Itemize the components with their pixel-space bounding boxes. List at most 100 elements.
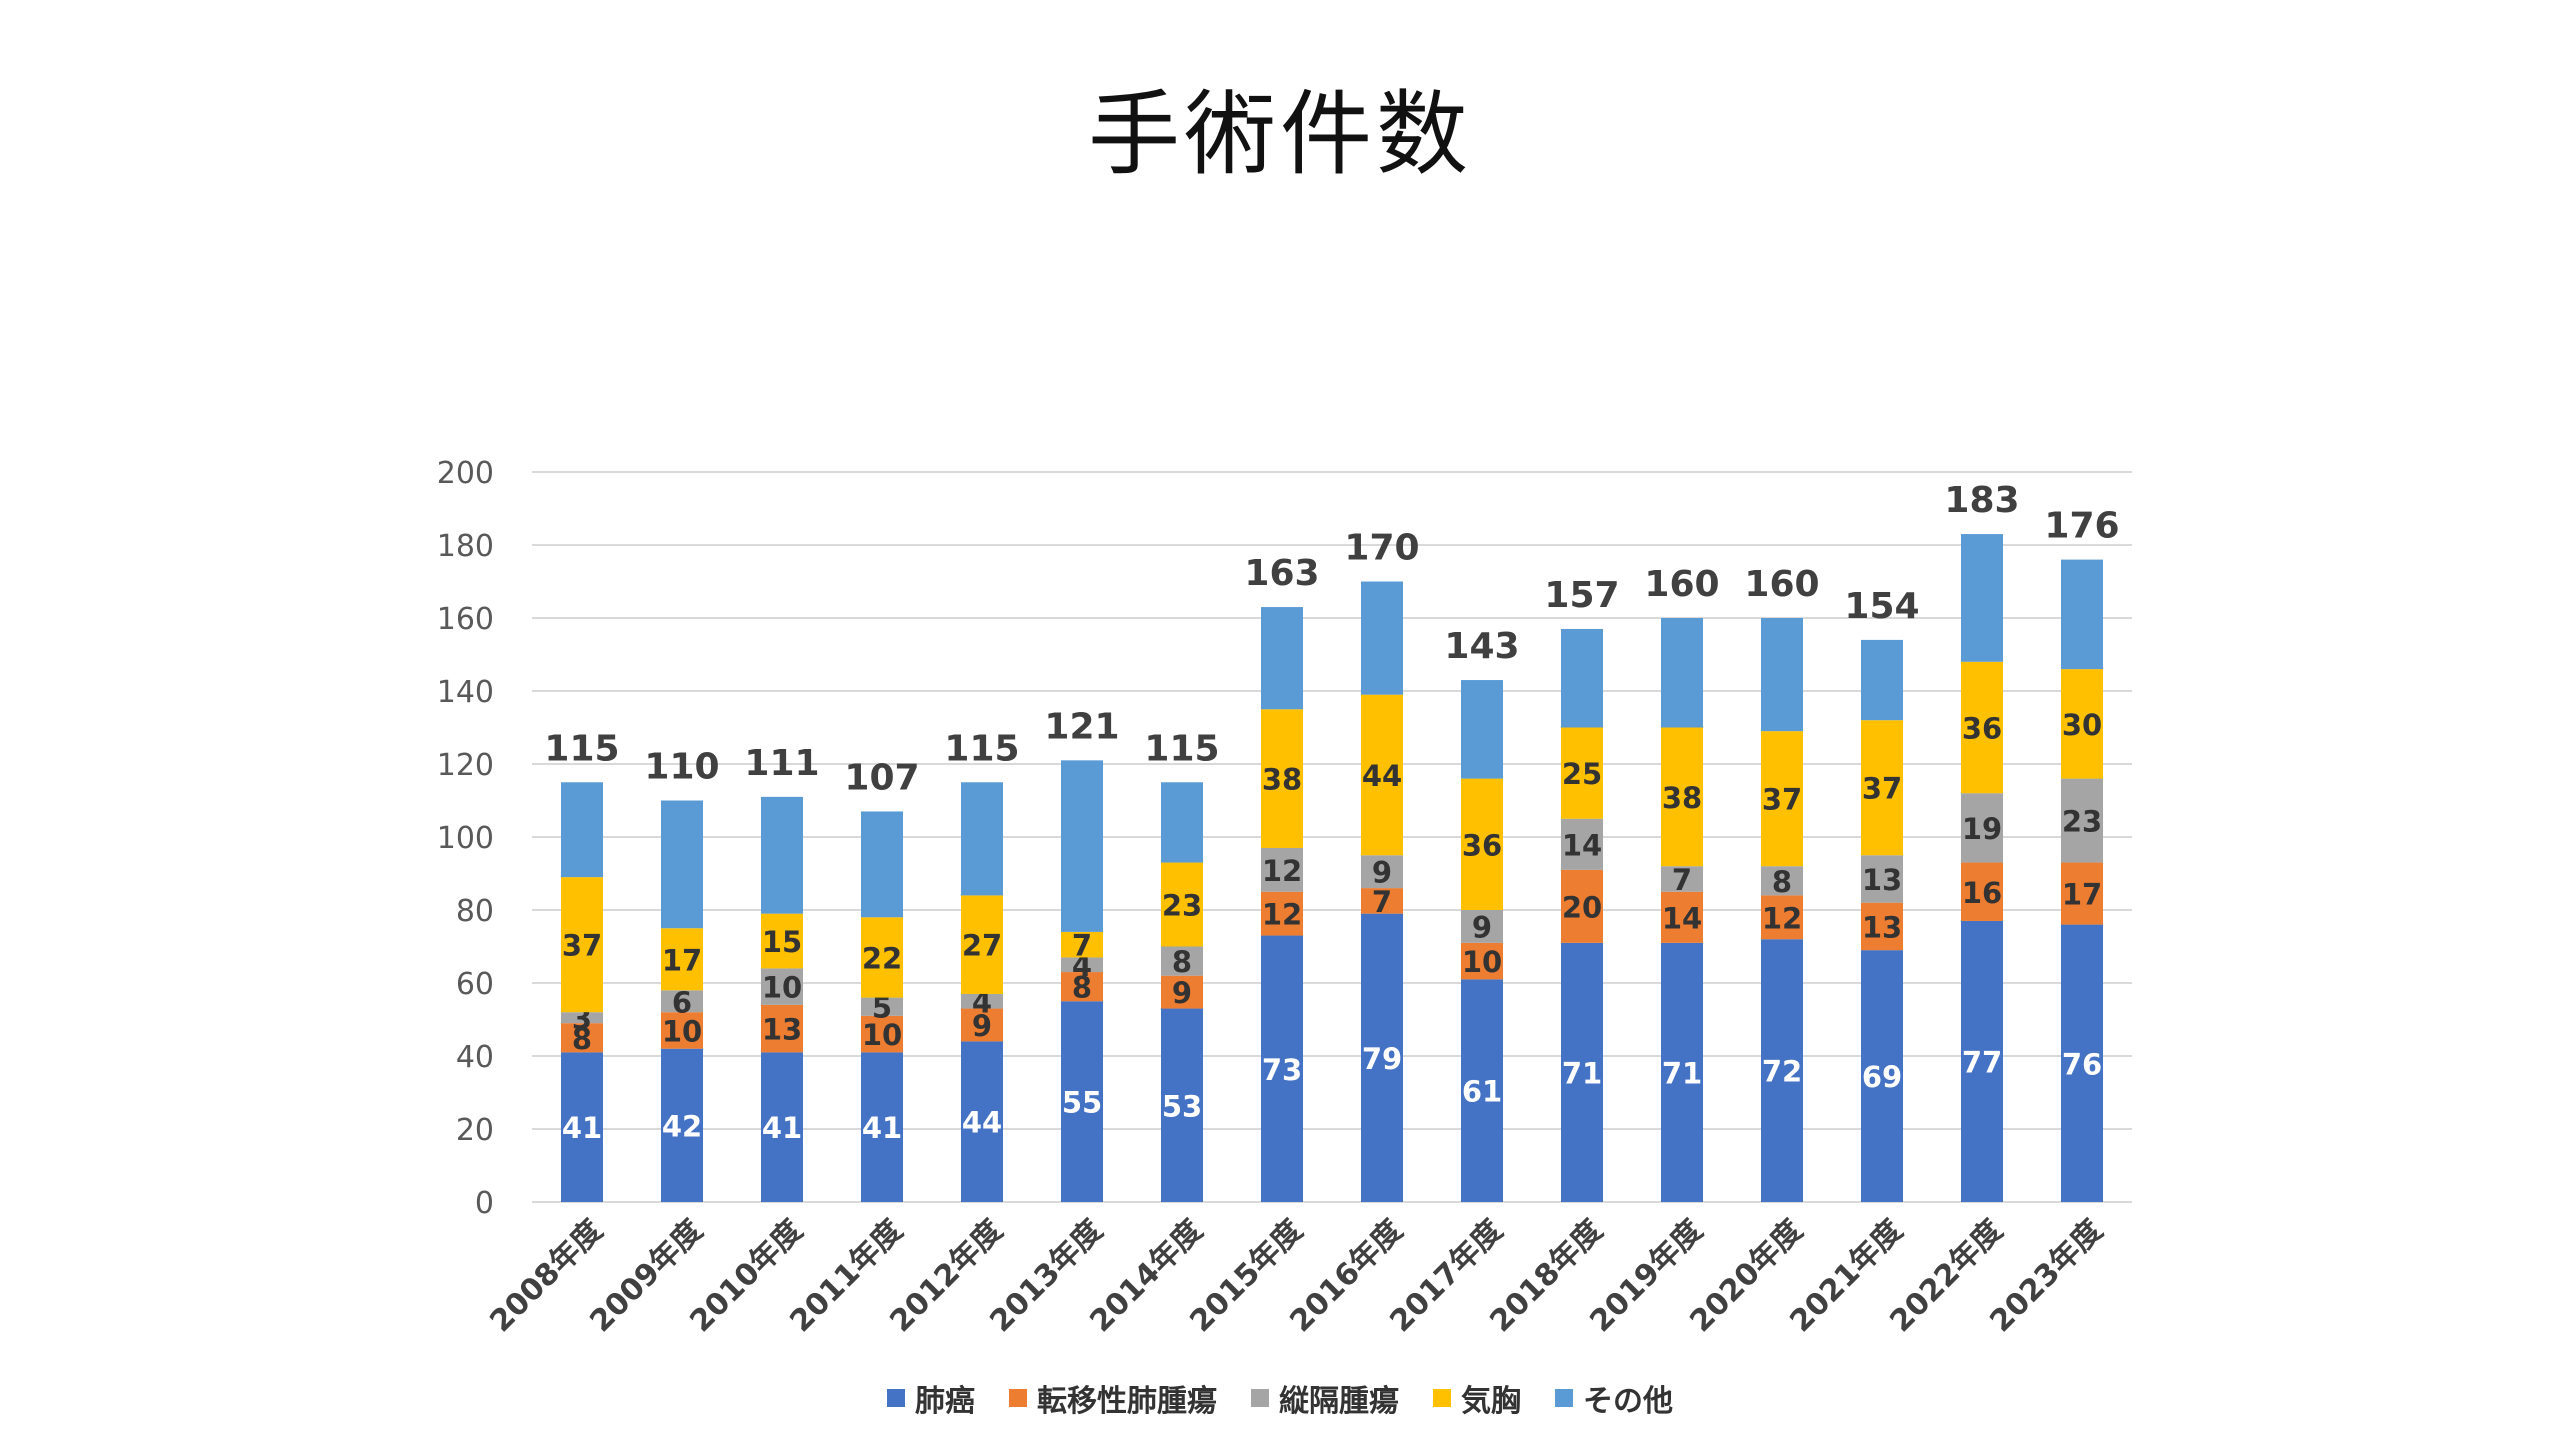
data-label: 14 bbox=[1562, 828, 1602, 862]
data-label: 72 bbox=[1762, 1055, 1802, 1089]
legend-item: 転移性肺腫瘍 bbox=[1009, 1376, 1217, 1420]
legend-item: 縦隔腫瘍 bbox=[1251, 1376, 1399, 1420]
data-label: 13 bbox=[1862, 863, 1902, 897]
legend-label: 縦隔腫瘍 bbox=[1279, 1384, 1399, 1419]
bar-segment bbox=[1061, 972, 1103, 1002]
legend-item: 気胸 bbox=[1433, 1376, 1521, 1420]
total-label: 160 bbox=[1644, 564, 1719, 605]
data-label: 5 bbox=[872, 991, 892, 1025]
bar-segment bbox=[1361, 855, 1403, 889]
data-label: 7 bbox=[1372, 885, 1392, 919]
legend-label: 転移性肺腫瘍 bbox=[1037, 1384, 1217, 1419]
data-label: 37 bbox=[1762, 783, 1802, 817]
data-label: 25 bbox=[1562, 757, 1602, 791]
data-label: 41 bbox=[762, 1111, 802, 1145]
bar-segment bbox=[1461, 942, 1503, 980]
bar-segment bbox=[761, 913, 803, 969]
total-label: 121 bbox=[1044, 706, 1119, 747]
legend-swatch bbox=[1009, 1389, 1027, 1407]
bar-segment bbox=[1461, 680, 1503, 779]
chart-title: 手術件数 bbox=[1087, 81, 1472, 188]
bar-segment bbox=[1561, 818, 1603, 870]
data-label: 41 bbox=[862, 1111, 902, 1145]
total-label: 157 bbox=[1544, 575, 1619, 616]
bar-segment bbox=[2061, 924, 2103, 1202]
bar-segment bbox=[761, 1052, 803, 1202]
bar-segment bbox=[761, 1004, 803, 1053]
data-label: 30 bbox=[2062, 708, 2102, 742]
bar-segment bbox=[861, 811, 903, 918]
legend-label: その他 bbox=[1583, 1384, 1673, 1419]
legend-swatch bbox=[887, 1389, 905, 1407]
bar-segment bbox=[1761, 939, 1803, 1202]
bar-segment bbox=[961, 1041, 1003, 1202]
total-label: 183 bbox=[1944, 480, 2019, 521]
bar-segment bbox=[1261, 709, 1303, 848]
bar-segment bbox=[1261, 935, 1303, 1202]
data-label: 12 bbox=[1262, 898, 1302, 932]
data-label: 13 bbox=[762, 1013, 802, 1047]
bar-segment bbox=[1561, 869, 1603, 943]
data-label: 61 bbox=[1462, 1075, 1502, 1109]
bar-segment bbox=[1661, 942, 1703, 1202]
bar-segment bbox=[861, 1015, 903, 1053]
bar-segment bbox=[861, 997, 903, 1016]
y-tick-label: 60 bbox=[456, 967, 494, 1002]
y-tick-label: 180 bbox=[437, 529, 494, 564]
data-label: 44 bbox=[1362, 759, 1402, 793]
bar-segment bbox=[961, 1008, 1003, 1042]
bar-segment bbox=[1661, 727, 1703, 867]
total-label: 115 bbox=[944, 728, 1019, 769]
data-label: 9 bbox=[972, 1009, 992, 1043]
bar-segment bbox=[761, 968, 803, 1005]
legend-item: その他 bbox=[1555, 1376, 1673, 1420]
data-label: 9 bbox=[1172, 976, 1192, 1010]
legend-swatch bbox=[1555, 1389, 1573, 1407]
data-label: 36 bbox=[1962, 712, 2002, 746]
bar-segment bbox=[1961, 862, 2003, 921]
data-label: 37 bbox=[1862, 772, 1902, 806]
data-label: 23 bbox=[2062, 805, 2102, 839]
data-label: 36 bbox=[1462, 828, 1502, 862]
bar-segment bbox=[961, 993, 1003, 1009]
bar-segment bbox=[1161, 1008, 1203, 1202]
bar-segment bbox=[661, 928, 703, 991]
bar-segment bbox=[1361, 694, 1403, 856]
data-label: 10 bbox=[762, 971, 802, 1005]
total-label: 111 bbox=[744, 743, 819, 784]
total-label: 115 bbox=[1144, 728, 1219, 769]
bar-segment bbox=[561, 1012, 603, 1024]
data-label: 15 bbox=[762, 925, 802, 959]
data-label: 8 bbox=[1772, 865, 1792, 899]
y-tick-label: 80 bbox=[456, 894, 494, 929]
bar-segment bbox=[1061, 957, 1103, 973]
bar-segment bbox=[1961, 661, 2003, 794]
legend-label: 気胸 bbox=[1461, 1384, 1521, 1419]
data-label: 53 bbox=[1162, 1089, 1202, 1123]
bar-segment bbox=[1061, 760, 1103, 932]
bar-segment bbox=[761, 796, 803, 914]
data-label: 69 bbox=[1862, 1060, 1902, 1094]
data-label: 37 bbox=[562, 929, 602, 963]
bar-segment bbox=[2061, 778, 2103, 863]
data-label: 17 bbox=[2062, 878, 2102, 912]
bar-segment bbox=[1361, 888, 1403, 914]
data-label: 9 bbox=[1372, 856, 1392, 890]
data-label: 42 bbox=[662, 1109, 702, 1143]
data-label: 41 bbox=[562, 1111, 602, 1145]
bar-segment bbox=[1861, 639, 1903, 721]
legend-item: 肺癌 bbox=[887, 1376, 975, 1420]
y-tick-label: 0 bbox=[475, 1186, 494, 1221]
bar-segment bbox=[1461, 910, 1503, 943]
bar-segment bbox=[1361, 581, 1403, 695]
bar-segment bbox=[1161, 862, 1203, 947]
data-label: 17 bbox=[662, 943, 702, 977]
data-label: 9 bbox=[1472, 910, 1492, 944]
bar-segment bbox=[861, 917, 903, 998]
bar-segment bbox=[2061, 559, 2103, 670]
bar-segment bbox=[2061, 862, 2103, 925]
data-label: 23 bbox=[1162, 889, 1202, 923]
bar-segment bbox=[1361, 913, 1403, 1202]
bar-segment bbox=[561, 1052, 603, 1202]
